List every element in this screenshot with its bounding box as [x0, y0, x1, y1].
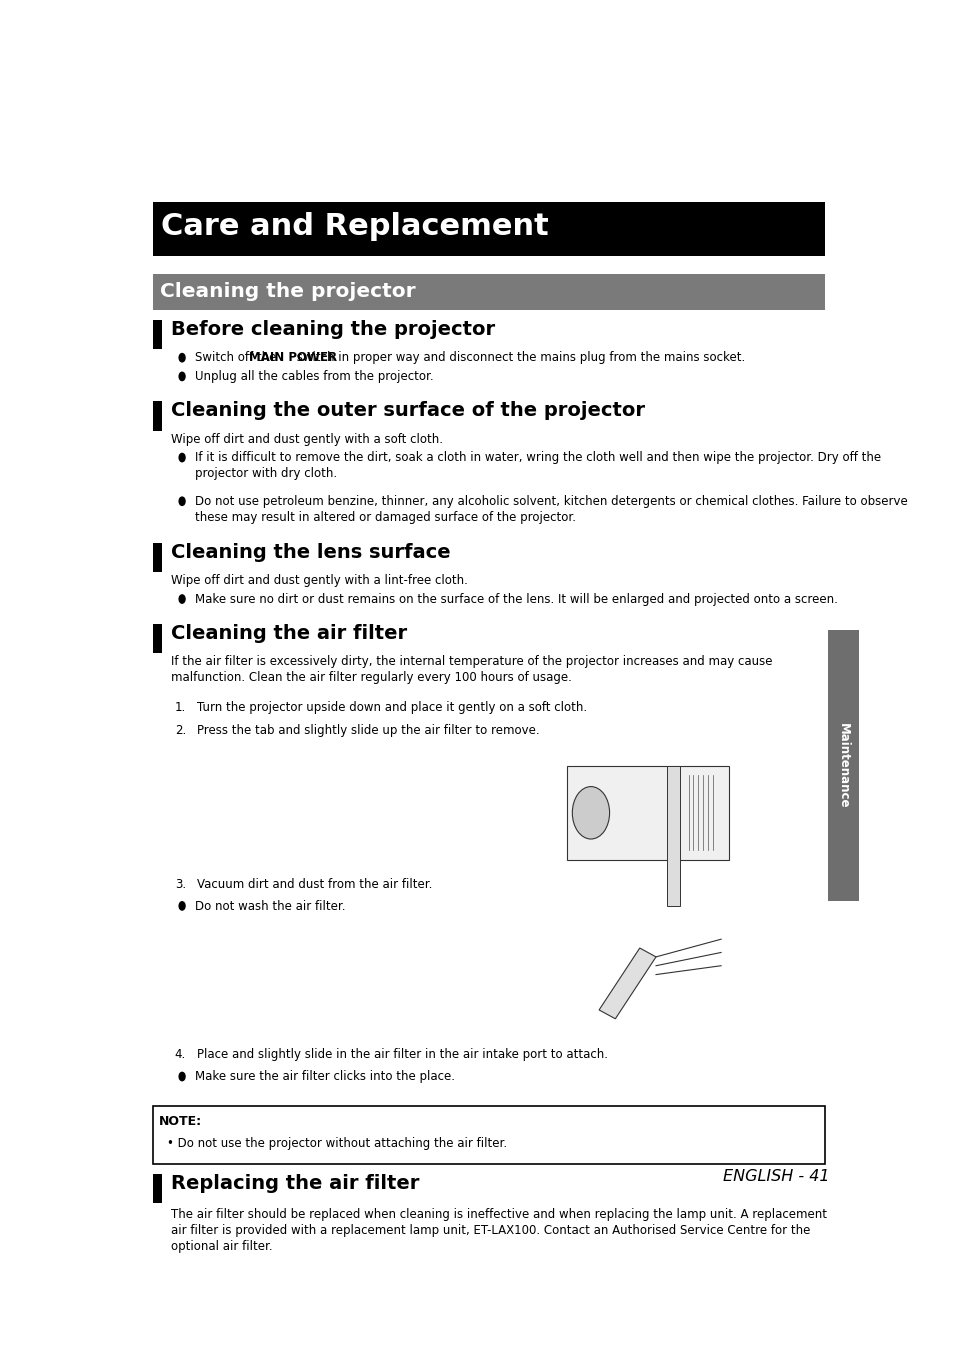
Circle shape: [179, 594, 185, 603]
Text: Care and Replacement: Care and Replacement: [161, 212, 549, 240]
Polygon shape: [598, 948, 656, 1019]
Bar: [667, 766, 679, 907]
Text: Maintenance: Maintenance: [836, 723, 849, 808]
Text: NOTE:: NOTE:: [158, 1115, 201, 1128]
Text: Cleaning the lens surface: Cleaning the lens surface: [171, 543, 450, 562]
Text: Wipe off dirt and dust gently with a soft cloth.: Wipe off dirt and dust gently with a sof…: [171, 432, 442, 446]
Circle shape: [179, 901, 185, 911]
Text: Turn the projector upside down and place it gently on a soft cloth.: Turn the projector upside down and place…: [196, 701, 586, 713]
Text: Make sure no dirt or dust remains on the surface of the lens. It will be enlarge: Make sure no dirt or dust remains on the…: [195, 593, 838, 605]
Text: Unplug all the cables from the projector.: Unplug all the cables from the projector…: [195, 370, 434, 384]
Text: 1.: 1.: [174, 701, 186, 713]
Bar: [152, 1105, 824, 1165]
Bar: [152, 1174, 162, 1204]
Text: Cleaning the outer surface of the projector: Cleaning the outer surface of the projec…: [171, 401, 644, 420]
Text: Cleaning the projector: Cleaning the projector: [160, 281, 416, 301]
Bar: [152, 624, 162, 653]
Text: Before cleaning the projector: Before cleaning the projector: [171, 320, 495, 339]
Text: Cleaning the air filter: Cleaning the air filter: [171, 624, 407, 643]
Text: 3.: 3.: [174, 878, 186, 890]
Bar: [152, 543, 162, 571]
Text: MAIN POWER: MAIN POWER: [249, 351, 336, 365]
Text: ENGLISH - 41: ENGLISH - 41: [721, 1169, 828, 1183]
Circle shape: [179, 497, 185, 505]
Text: The air filter should be replaced when cleaning is ineffective and when replacin: The air filter should be replaced when c…: [171, 1208, 826, 1252]
Bar: [826, 630, 858, 901]
Text: 4.: 4.: [174, 1048, 186, 1062]
Text: Switch off the: Switch off the: [195, 351, 280, 365]
Circle shape: [179, 354, 185, 362]
Text: Vacuum dirt and dust from the air filter.: Vacuum dirt and dust from the air filter…: [196, 878, 432, 890]
Circle shape: [572, 786, 609, 839]
Text: • Do not use the projector without attaching the air filter.: • Do not use the projector without attac…: [167, 1136, 507, 1150]
Text: switch in proper way and disconnect the mains plug from the mains socket.: switch in proper way and disconnect the …: [293, 351, 744, 365]
Text: Do not use petroleum benzine, thinner, any alcoholic solvent, kitchen detergents: Do not use petroleum benzine, thinner, a…: [195, 494, 907, 524]
Text: If it is difficult to remove the dirt, soak a cloth in water, wring the cloth we: If it is difficult to remove the dirt, s…: [195, 451, 881, 481]
Bar: [152, 401, 162, 431]
Circle shape: [179, 1073, 185, 1081]
Bar: [152, 320, 162, 350]
Text: Press the tab and slightly slide up the air filter to remove.: Press the tab and slightly slide up the …: [196, 724, 539, 736]
Bar: [566, 766, 728, 859]
Bar: [152, 201, 824, 255]
Text: Place and slightly slide in the air filter in the air intake port to attach.: Place and slightly slide in the air filt…: [196, 1048, 607, 1062]
Text: Replacing the air filter: Replacing the air filter: [171, 1174, 419, 1193]
Circle shape: [179, 373, 185, 381]
Bar: [152, 274, 824, 309]
Circle shape: [179, 454, 185, 462]
Text: If the air filter is excessively dirty, the internal temperature of the projecto: If the air filter is excessively dirty, …: [171, 655, 772, 684]
Text: Do not wash the air filter.: Do not wash the air filter.: [195, 900, 346, 913]
Text: Make sure the air filter clicks into the place.: Make sure the air filter clicks into the…: [195, 1070, 455, 1084]
Text: 2.: 2.: [174, 724, 186, 736]
Text: Wipe off dirt and dust gently with a lint-free cloth.: Wipe off dirt and dust gently with a lin…: [171, 574, 467, 588]
